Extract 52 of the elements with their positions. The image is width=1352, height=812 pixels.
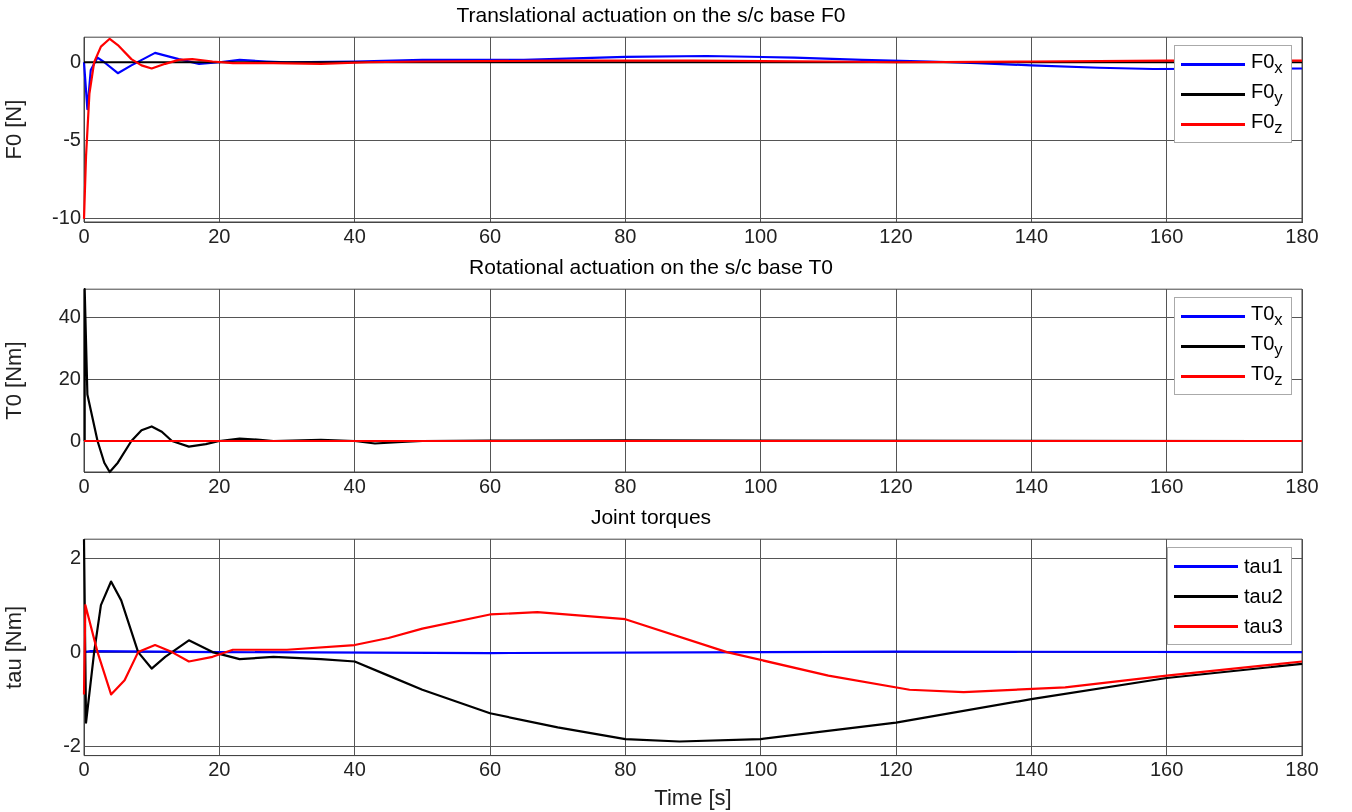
legend-label: tau1 <box>1244 554 1283 578</box>
x-tick-label: 60 <box>478 758 502 781</box>
legend-label: tau3 <box>1244 614 1283 638</box>
chart-title: Rotational actuation on the s/c base T0 <box>469 255 833 279</box>
legend-label: T0$_{z}$ <box>1251 362 1283 391</box>
legend-label: tau2 <box>1244 584 1283 608</box>
y-tick-label: -10 <box>52 206 81 229</box>
x-tick-label: 60 <box>478 474 502 497</box>
legend-label: F0$_{x}$ <box>1251 50 1283 79</box>
x-tick-label: 120 <box>879 474 913 497</box>
y-axis-title: F0 [N] <box>1 99 27 160</box>
x-tick-label: 40 <box>343 758 366 781</box>
x-tick-label: 80 <box>614 474 637 497</box>
y-tick-label: -5 <box>63 128 81 151</box>
y-tick-label: -2 <box>63 733 81 756</box>
y-axis-title: T0 [Nm] <box>1 341 27 420</box>
x-tick-label: 120 <box>879 758 913 781</box>
x-tick-label: 180 <box>1285 224 1319 247</box>
y-tick-label: 0 <box>69 49 81 72</box>
x-axis-title: Time [s] <box>654 784 732 810</box>
legend-label: T0$_{x}$ <box>1251 302 1283 331</box>
x-tick-label: 140 <box>1014 224 1049 247</box>
legend-label: F0$_{z}$ <box>1251 110 1283 139</box>
y-axis-title: tau [Nm] <box>1 605 27 689</box>
x-tick-label: 80 <box>614 224 637 247</box>
y-tick-label: 0 <box>69 428 81 451</box>
x-tick-label: 120 <box>879 224 913 247</box>
x-tick-label: 60 <box>478 224 502 247</box>
x-tick-label: 100 <box>743 758 778 781</box>
x-tick-label: 40 <box>343 224 366 247</box>
x-tick-label: 180 <box>1285 474 1319 497</box>
x-tick-label: 160 <box>1149 224 1184 247</box>
x-tick-label: 40 <box>343 474 366 497</box>
x-tick-label: 160 <box>1149 474 1184 497</box>
x-tick-label: 80 <box>614 758 637 781</box>
y-tick-label: 40 <box>58 304 81 327</box>
x-tick-label: 140 <box>1014 474 1049 497</box>
x-tick-label: 20 <box>208 758 231 781</box>
legend-label: F0$_{y}$ <box>1251 80 1283 109</box>
chart-title: Translational actuation on the s/c base F0 <box>456 3 846 27</box>
x-tick-label: 140 <box>1014 758 1049 781</box>
x-tick-label: 20 <box>208 474 231 497</box>
y-tick-label: 0 <box>69 639 81 662</box>
y-tick-label: 2 <box>69 545 81 568</box>
x-tick-label: 100 <box>743 224 778 247</box>
y-tick-label: 20 <box>58 366 81 389</box>
chart-title: Joint torques <box>590 505 712 529</box>
legend-label: T0$_{y}$ <box>1251 332 1283 361</box>
x-tick-label: 100 <box>743 474 778 497</box>
x-tick-label: 180 <box>1285 758 1319 781</box>
x-tick-label: 20 <box>208 224 231 247</box>
x-tick-label: 160 <box>1149 758 1184 781</box>
